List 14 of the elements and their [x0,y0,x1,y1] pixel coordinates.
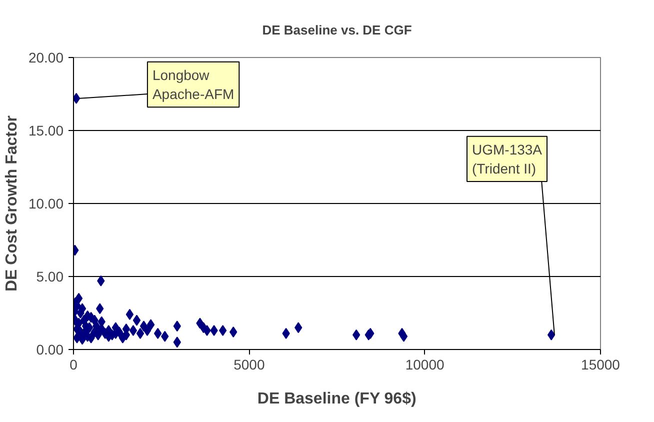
x-tick-label: 10000 [405,356,445,372]
y-axis-title: DE Cost Growth Factor [3,115,20,292]
x-tick-label: 15000 [581,356,620,372]
y-tick-label: 20.00 [28,50,64,66]
chart-title: DE Baseline vs. DE CGF [262,22,412,38]
x-tick-label: 5000 [234,356,265,372]
x-axis-title: DE Baseline (FY 96$) [257,390,416,408]
y-tick-label: 15.00 [28,122,64,138]
y-tick-label: 5.00 [36,268,64,284]
y-tick-label: 10.00 [28,196,64,212]
x-tick-label: 0 [70,356,78,372]
annotation: Longbow Apache-AFM [152,66,234,102]
annotation: UGM-133A (Trident II) [472,141,543,177]
y-tick-label: 0.00 [36,342,64,358]
